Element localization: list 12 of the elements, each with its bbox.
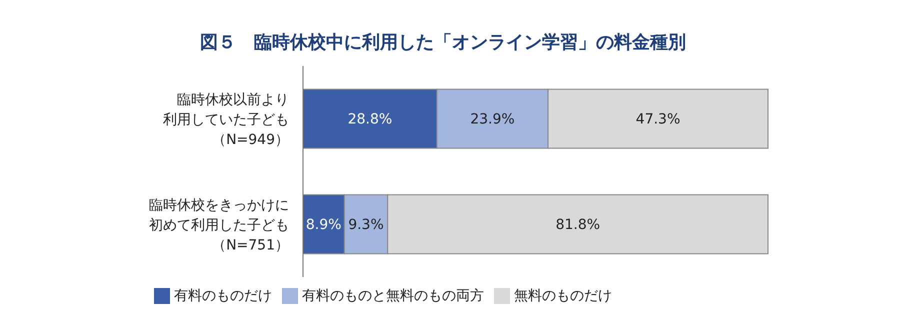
chart-title: 図５ 臨時休校中に利用した「オンライン学習」の料金種別 bbox=[199, 31, 687, 54]
y-tick-label: 臨時休校をきっかけに初めて利用した子ども（N=751） bbox=[149, 197, 289, 254]
data-label: 28.8% bbox=[348, 112, 392, 128]
data-label: 23.9% bbox=[470, 112, 515, 128]
legend-label: 有料のものと無料のもの両方 bbox=[302, 288, 484, 304]
data-label: 81.8% bbox=[556, 217, 600, 234]
data-label: 47.3% bbox=[636, 112, 680, 128]
y-tick-label: 臨時休校以前より利用していた子ども（N=949） bbox=[163, 92, 289, 148]
legend-label: 無料のものだけ bbox=[514, 288, 612, 304]
legend-label: 有料のものだけ bbox=[174, 288, 272, 304]
data-label: 8.9% bbox=[306, 217, 342, 234]
data-label: 9.3% bbox=[348, 217, 384, 234]
